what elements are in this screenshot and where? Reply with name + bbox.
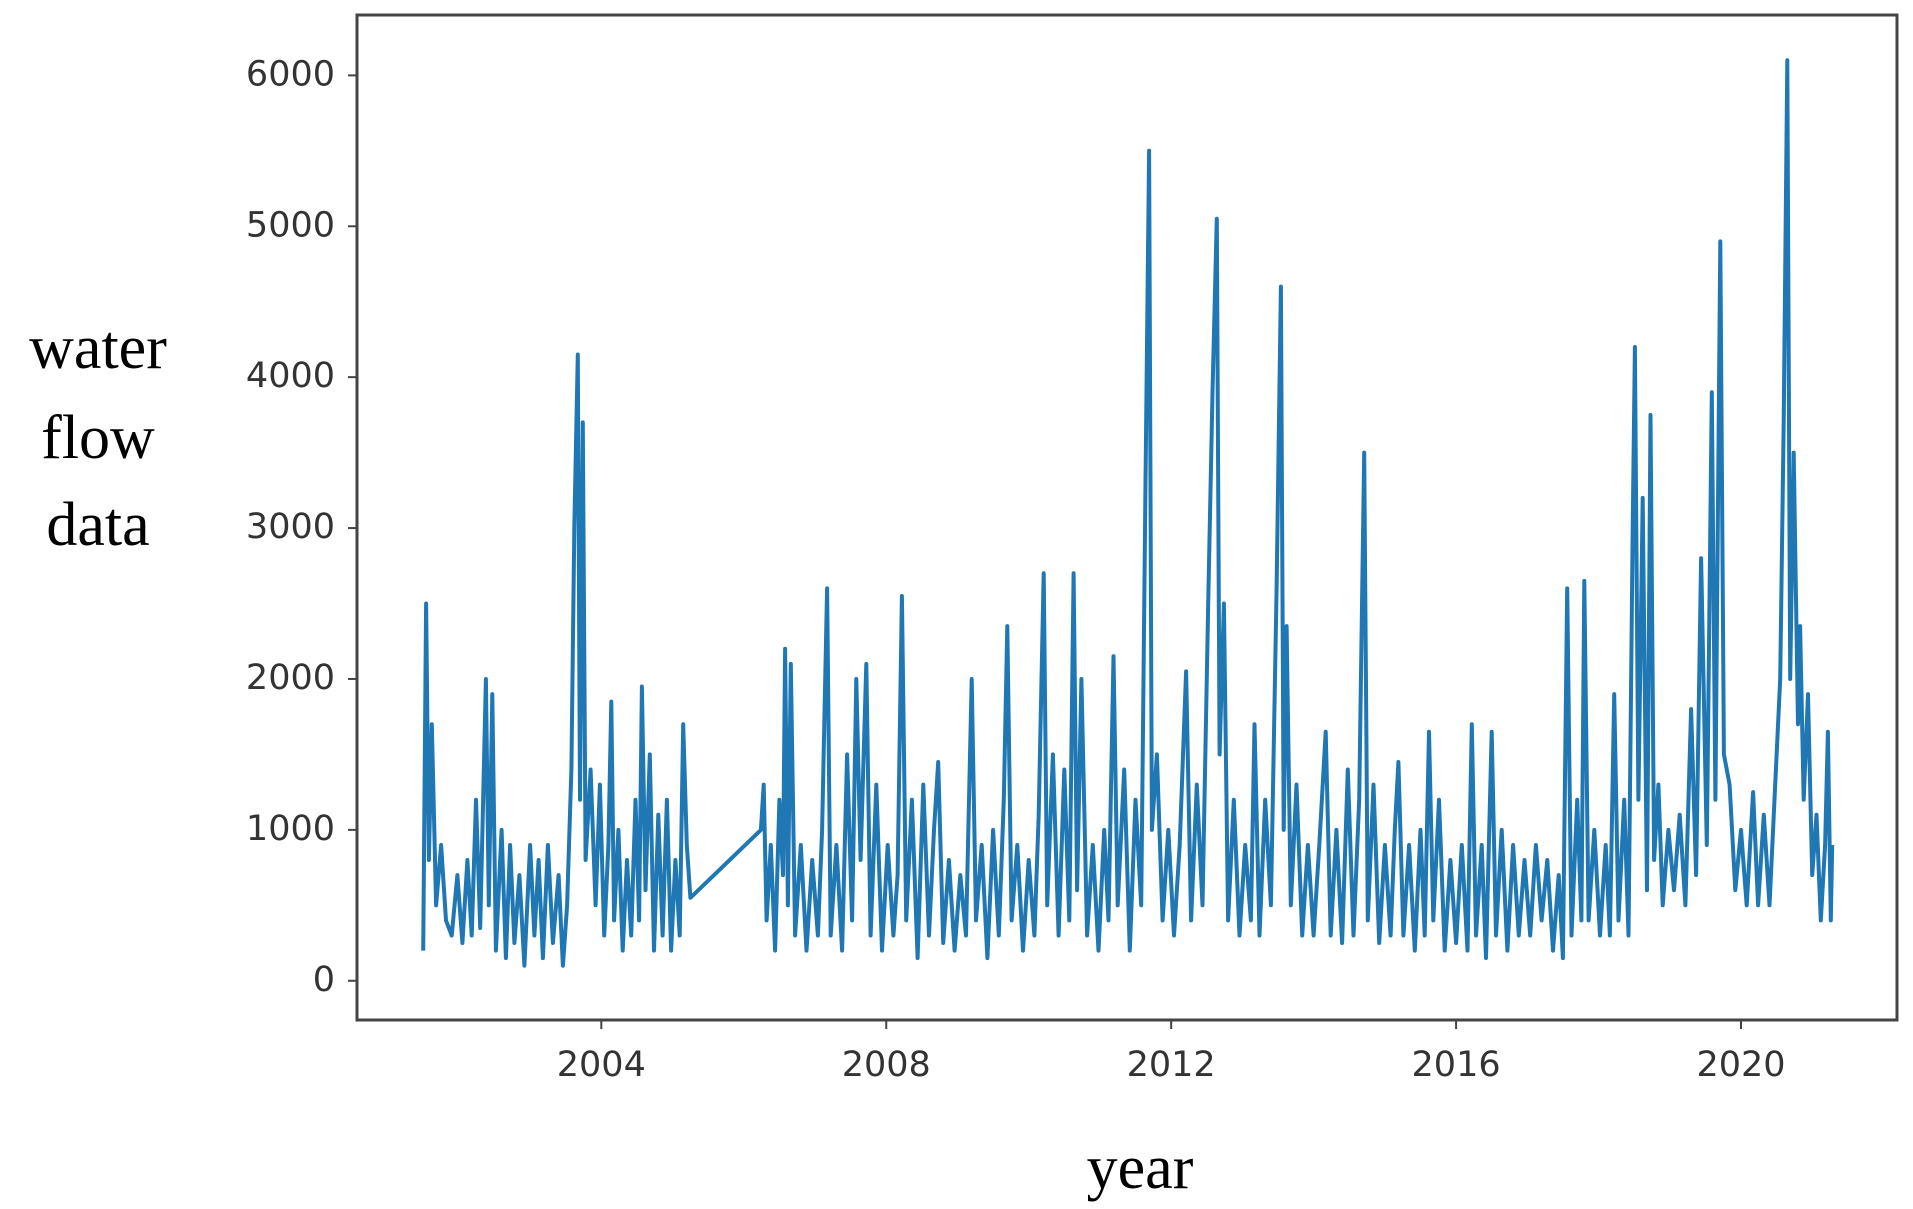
x-tick-label: 2004 [557,1045,646,1085]
y-tick-label: 3000 [246,507,335,547]
y-tick-label: 2000 [246,658,335,698]
y-axis-label: water [29,314,167,382]
x-tick-label: 2012 [1127,1045,1216,1085]
x-axis-label: year [1087,1134,1194,1202]
x-tick-label: 2020 [1696,1045,1785,1085]
y-tick-label: 6000 [246,54,335,94]
y-tick-label: 1000 [246,809,335,849]
y-tick-label: 5000 [246,205,335,245]
x-tick-label: 2008 [842,1045,931,1085]
y-tick-label: 0 [313,960,335,1000]
y-axis-label: data [46,491,149,559]
y-tick-label: 4000 [246,356,335,396]
data-line [421,58,1835,968]
y-axis-label: flow [41,404,155,472]
x-tick-label: 2016 [1412,1045,1501,1085]
